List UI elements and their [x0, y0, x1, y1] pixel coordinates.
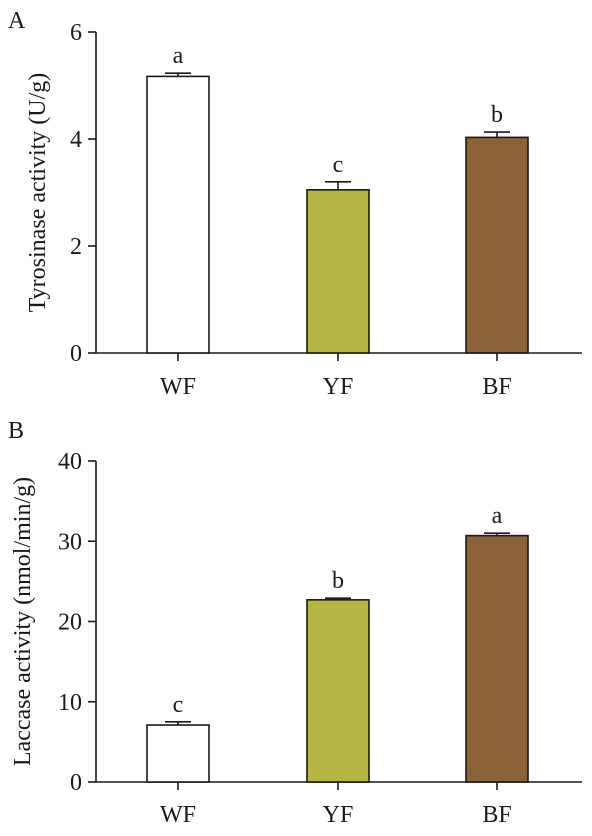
panel-a-bar-wf — [146, 75, 210, 354]
panel-a-y-tick-label: 0 — [70, 341, 82, 367]
panel-b-bar-yf — [306, 599, 370, 783]
panel-b-bar-bf — [465, 534, 529, 783]
panel-b-x-tick-label-yf: YF — [323, 802, 354, 828]
panel-b-significance-bf: a — [492, 503, 503, 529]
panel-b-y-tick-label: 20 — [58, 610, 82, 636]
panel-a-x-tick-label-wf: WF — [160, 374, 196, 400]
panel-a-bar-bf — [465, 136, 529, 354]
panel-a-significance-wf: a — [173, 43, 184, 69]
panel-a-significance-yf: c — [333, 152, 344, 178]
panel-a-chart: A Tyrosinase activity (U/g) 0 2 4 6 a WF c YF b BF — [8, 8, 582, 400]
panel-b-y-tick-label: 30 — [58, 529, 82, 555]
panel-b-bar-wf — [146, 724, 210, 783]
panel-a-letter: A — [8, 8, 26, 34]
panel-a-significance-bf: b — [491, 102, 503, 128]
panel-b-y-tick-label: 40 — [58, 449, 82, 475]
panel-b-significance-yf: b — [332, 568, 344, 594]
panel-b-chart: B Laccase activity (nmol/min/g) 0 10 20 30 40 c… — [8, 418, 582, 828]
panel-b-significance-wf: c — [173, 692, 184, 718]
panel-a-y-tick-label: 6 — [70, 20, 82, 46]
panel-a-x-tick-label-bf: BF — [482, 374, 511, 400]
panel-b-y-tick-label: 0 — [70, 770, 82, 796]
panel-b-y-tick-label: 10 — [58, 690, 82, 716]
panel-b-letter: B — [8, 418, 24, 444]
panel-a-y-axis-title: Tyrosinase activity (U/g) — [25, 73, 51, 313]
panel-b-x-tick-label-bf: BF — [482, 802, 511, 828]
panel-b-x-tick-label-wf: WF — [160, 802, 196, 828]
panel-a-y-tick-label: 2 — [70, 234, 82, 260]
panel-b-y-axis-title: Laccase activity (nmol/min/g) — [10, 477, 36, 766]
panel-a-bar-yf — [306, 189, 370, 354]
panel-a-x-tick-label-yf: YF — [323, 374, 354, 400]
panel-a-y-tick-label: 4 — [70, 127, 82, 153]
